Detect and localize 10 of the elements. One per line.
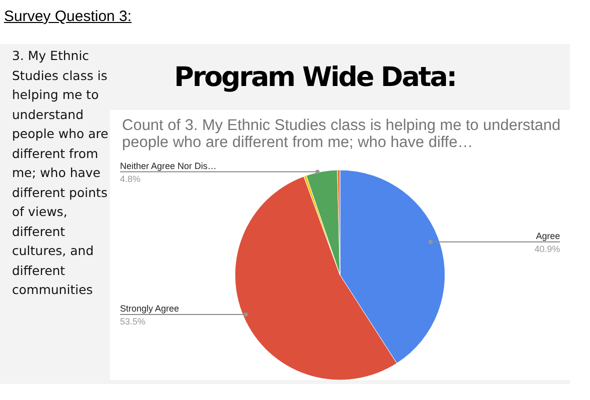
slice-label: Strongly Agree — [120, 303, 180, 314]
slice-label: Agree — [536, 230, 560, 241]
data-label: 40.9% — [534, 244, 560, 254]
data-label: 53.5% — [120, 316, 146, 326]
slice-label: Neither Agree Nor Dis… — [120, 160, 217, 171]
data-label: 4.8% — [120, 174, 141, 184]
chart-title: Program Wide Data: — [173, 62, 457, 93]
chart-subtitle: Count of 3. My Ethnic Studies class is helping me to understand people who are different from me; who have diffe… — [122, 117, 562, 151]
text: 3. My Ethnic Studies class is helping me to understand people who are different from me; who have different points of views, different cultures, and different communities — [12, 48, 108, 297]
text: Survey Question 3: — [4, 8, 132, 25]
